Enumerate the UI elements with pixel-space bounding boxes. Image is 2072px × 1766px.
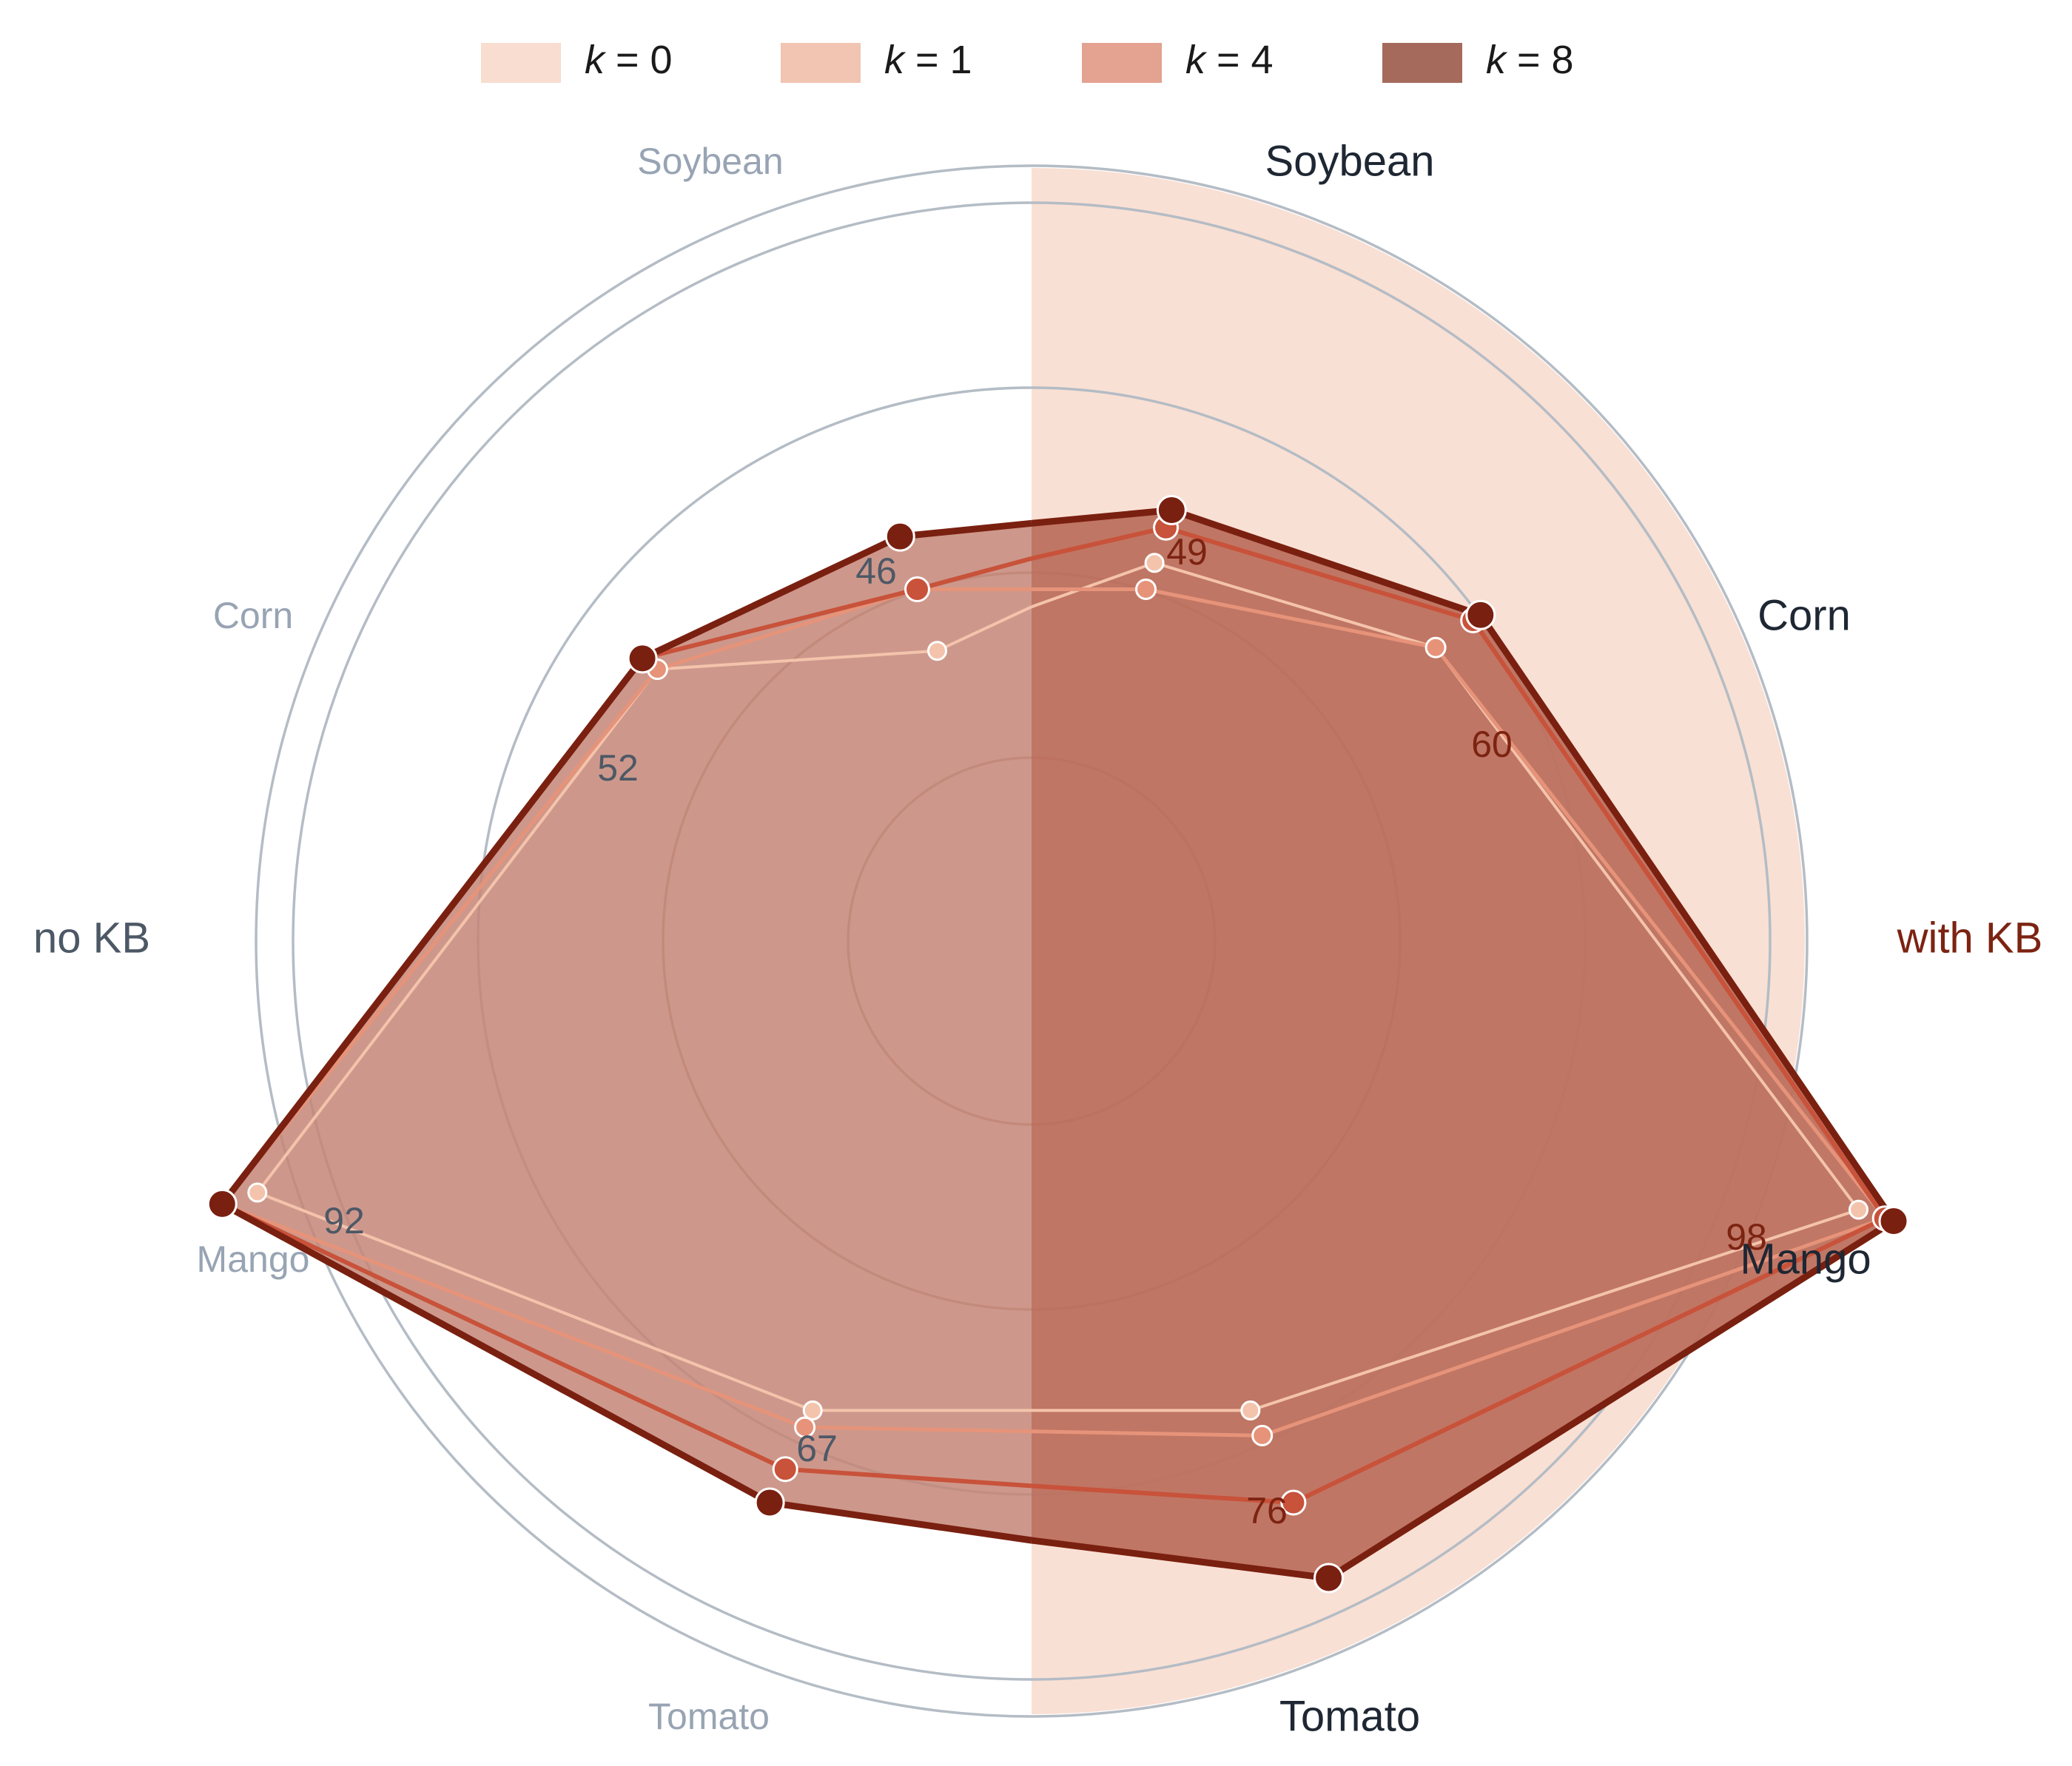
- annotation-with-kb-corn: 60: [1471, 724, 1513, 765]
- grid-circle: [255, 164, 1809, 1718]
- series-fills: [222, 510, 1894, 1578]
- annotation-no-kb-tomato: 67: [796, 1428, 838, 1469]
- axis-label-with-kb-corn: Corn: [1758, 591, 1851, 639]
- point-1-with_kb-corn: [1424, 636, 1447, 658]
- legend-label-k4: k = 4: [1185, 38, 1274, 82]
- series-line-1-no_kb: [220, 587, 1032, 1434]
- series-line-0-with_kb: [1031, 561, 1860, 1412]
- point-8-no_kb-tomato: [754, 1487, 785, 1518]
- point-8-no_kb-soybean: [884, 521, 915, 552]
- axis-label-no-kb-tomato: Tomato: [648, 1696, 770, 1737]
- annotation-no-kb-soybean: 46: [855, 550, 897, 592]
- legend: k = 0 k = 1 k = 4 k = 8: [481, 38, 1574, 83]
- point-8-with_kb-tomato: [1314, 1563, 1344, 1594]
- series-lines: [218, 507, 1897, 1582]
- point-0-no_kb-soybean: [927, 641, 947, 661]
- point-4-no_kb-tomato: [772, 1456, 798, 1483]
- annotation-with-kb-soybean: 49: [1166, 531, 1208, 573]
- legend-patch-k8: [1382, 43, 1462, 83]
- half-label-with-kb: with KB: [1897, 914, 2043, 962]
- axis-labels: Soybean Soybean Corn Corn Mango Mango Tomato To…: [33, 137, 2042, 1740]
- series-line-4-with_kb: [1031, 525, 1888, 1505]
- legend-patch-k4: [1082, 43, 1162, 83]
- series-line-1-with_kb: [1031, 587, 1887, 1438]
- point-8-with_kb-corn: [1465, 599, 1496, 630]
- series-line-8-with_kb: [1031, 507, 1897, 1582]
- half-label-no-kb: no KB: [33, 914, 150, 962]
- annotation-with-kb-mango: 98: [1726, 1216, 1767, 1258]
- point-4-with_kb-tomato: [1280, 1489, 1307, 1516]
- point-1-with_kb-tomato: [1251, 1424, 1274, 1446]
- point-0-with_kb-tomato: [1240, 1400, 1261, 1420]
- point-0-no_kb-tomato: [802, 1400, 823, 1420]
- annotation-with-kb-tomato: 76: [1246, 1490, 1288, 1531]
- annotation-no-kb-mango: 92: [323, 1200, 365, 1241]
- annotation-no-kb-corn: 52: [597, 747, 639, 789]
- point-4-no_kb-soybean: [904, 576, 930, 602]
- legend-patch-k1: [781, 43, 861, 83]
- point-0-with_kb-mango: [1849, 1199, 1868, 1220]
- series-line-8-no_kb: [218, 519, 1032, 1544]
- axis-label-with-kb-mango: Mango: [1740, 1235, 1871, 1283]
- value-annotations: 46 49 52 60 92 98 67 76: [323, 531, 1767, 1531]
- series-line-0-no_kb: [255, 605, 1032, 1412]
- series-fill-no_kb: [222, 523, 1032, 1541]
- point-8-with_kb-soybean: [1156, 495, 1187, 525]
- point-8-no_kb-mango: [206, 1188, 238, 1219]
- axis-label-no-kb-corn: Corn: [213, 595, 293, 636]
- legend-label-k0: k = 0: [585, 38, 673, 82]
- point-8-no_kb-corn: [627, 643, 658, 674]
- series-markers: [206, 495, 1909, 1594]
- axis-label-no-kb-soybean: Soybean: [637, 141, 783, 182]
- point-1-with_kb-soybean: [1135, 579, 1157, 600]
- legend-label-k8: k = 8: [1486, 38, 1574, 82]
- legend-label-k1: k = 1: [884, 38, 972, 82]
- axis-label-no-kb-mango: Mango: [197, 1238, 310, 1280]
- point-1-no_kb-tomato: [794, 1416, 816, 1438]
- point-0-with_kb-soybean: [1144, 553, 1165, 573]
- series-fill-with_kb: [1032, 510, 1894, 1578]
- point-8-with_kb-mango: [1878, 1206, 1909, 1236]
- legend-patch-k0: [481, 43, 561, 83]
- grid-circle: [292, 201, 1772, 1681]
- axis-label-with-kb-soybean: Soybean: [1265, 137, 1435, 185]
- point-0-no_kb-mango: [247, 1182, 268, 1203]
- axis-label-with-kb-tomato: Tomato: [1279, 1692, 1420, 1740]
